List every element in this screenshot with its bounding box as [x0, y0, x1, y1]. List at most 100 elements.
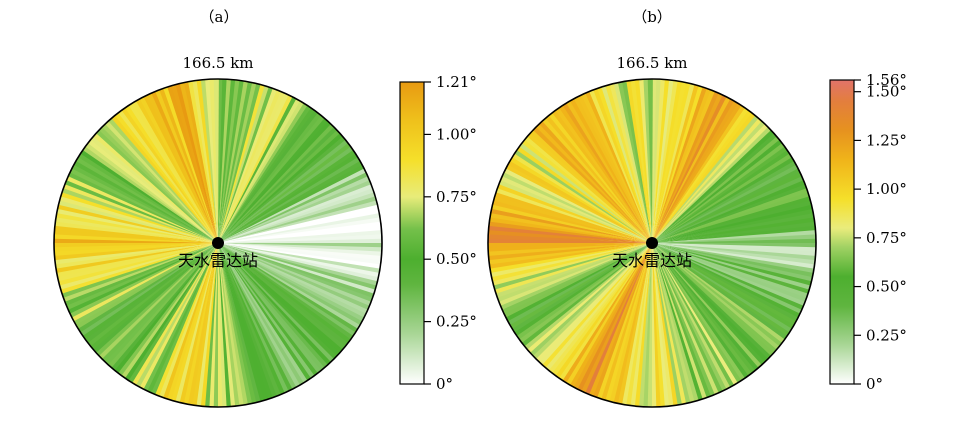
radar-wedge — [218, 238, 383, 244]
radar-wedge — [652, 238, 817, 244]
radar-wedge — [218, 146, 354, 243]
radar-wedge — [131, 243, 218, 386]
radar-wedge — [218, 243, 236, 407]
radar-wedge — [652, 243, 774, 357]
radar-wedge — [192, 80, 218, 243]
radar-wedge — [652, 243, 749, 379]
radar-wedge — [652, 243, 752, 377]
radar-wedge — [513, 243, 652, 336]
panel-a-colorbar-gradient — [399, 81, 425, 385]
colorbar-tick-label: 1.50° — [866, 83, 907, 101]
radar-wedge — [652, 161, 797, 243]
radar-wedge — [652, 243, 768, 363]
radar-wedge — [505, 163, 652, 243]
radar-wedge — [652, 150, 791, 243]
radar-wedge — [652, 243, 711, 398]
radar-wedge — [82, 243, 218, 340]
radar-wedge — [218, 243, 269, 401]
radar-wedge — [559, 104, 652, 244]
radar-wedge — [90, 243, 218, 350]
radar-wedge — [218, 225, 382, 243]
radar-wedge — [652, 118, 763, 243]
radar-wedge — [493, 243, 652, 290]
radar-wedge — [652, 243, 691, 404]
radar-wedge — [107, 243, 218, 368]
radar-wedge — [509, 156, 652, 243]
radar-wedge — [59, 243, 219, 290]
radar-wedge — [643, 79, 652, 243]
radar-wedge — [84, 243, 218, 343]
radar-wedge — [218, 243, 325, 371]
radar-wedge — [489, 243, 652, 269]
radar-wedge — [652, 112, 756, 243]
radar-wedge — [79, 243, 219, 336]
radar-wedge — [652, 176, 804, 243]
radar-wedge — [541, 243, 652, 368]
radar-wedge — [524, 243, 652, 350]
radar-wedge — [497, 243, 652, 302]
radar-wedge — [652, 196, 811, 243]
radar-wedge — [218, 243, 349, 347]
colorbar-tick-label: 1.25° — [866, 131, 907, 149]
radar-wedge — [73, 243, 218, 325]
radar-wedge — [490, 243, 652, 278]
radar-wedge — [652, 188, 809, 243]
radar-wedge — [218, 204, 379, 243]
radar-wedge — [218, 115, 326, 243]
radar-wedge — [218, 243, 285, 395]
radar-wedge — [652, 213, 815, 243]
panel-a-label: （a） — [200, 8, 239, 26]
radar-wedge — [213, 78, 219, 243]
radar-wedge — [218, 243, 365, 323]
radar-wedge — [128, 102, 218, 243]
radar-wedge — [613, 82, 652, 243]
radar-wedge — [512, 152, 652, 243]
panel-b-label: （b） — [632, 8, 672, 26]
radar-wedge — [98, 243, 218, 359]
radar-wedge — [538, 243, 652, 365]
radar-wedge — [139, 96, 218, 244]
radar-wedge — [218, 94, 294, 243]
radar-wedge — [652, 243, 788, 341]
radar-wedge — [114, 243, 218, 374]
radar-wedge — [63, 243, 219, 302]
radar-wedge — [652, 243, 745, 382]
radar-wedge — [75, 156, 218, 243]
radar-wedge — [652, 208, 814, 243]
radar-wedge — [71, 243, 219, 322]
radar-wedge — [218, 124, 335, 243]
radar-wedge — [117, 243, 218, 376]
radar-wedge — [491, 243, 652, 282]
radar-wedge — [171, 84, 218, 244]
radar-wedge — [155, 89, 218, 243]
colorbar-tick-label: 1.00° — [436, 125, 477, 143]
radar-wedge — [218, 243, 289, 394]
colorbar-tick-label: 1.56° — [866, 71, 907, 89]
radar-wedge — [639, 79, 652, 244]
radar-wedge — [218, 168, 367, 243]
radar-wedge — [576, 243, 652, 392]
radar-wedge — [617, 81, 652, 243]
radar-wedge — [652, 243, 731, 390]
radar-wedge — [218, 243, 253, 405]
radar-wedge — [527, 132, 652, 243]
radar-wedge — [577, 94, 652, 243]
radar-wedge — [652, 133, 778, 243]
radar-wedge — [605, 84, 652, 244]
radar-wedge — [218, 243, 227, 407]
panel-b-range-label: 166.5 km — [616, 54, 687, 72]
radar-wedge — [552, 109, 652, 243]
radar-wedge — [82, 145, 218, 243]
radar-wedge — [118, 109, 218, 243]
radar-wedge — [530, 129, 652, 243]
radar-wedge — [78, 152, 218, 243]
radar-wedge — [120, 243, 218, 379]
radar-wedge — [652, 172, 803, 243]
radar-wedge — [218, 161, 363, 243]
radar-wedge — [175, 83, 218, 243]
radar-wedge — [99, 126, 218, 243]
radar-wedge — [529, 243, 652, 356]
radar-wedge — [218, 96, 298, 244]
radar-wedge — [585, 91, 652, 243]
radar-wedge — [218, 172, 369, 243]
